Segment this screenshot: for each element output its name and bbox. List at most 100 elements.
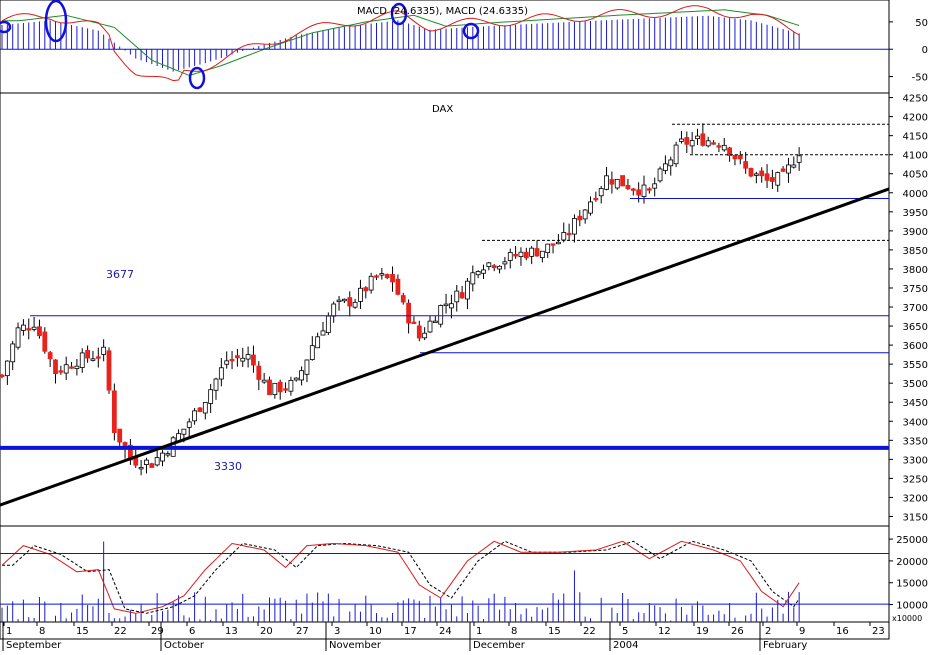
- x-month-label: November: [329, 640, 382, 651]
- candle-body: [534, 248, 540, 257]
- candle-body: [695, 135, 700, 140]
- price-ytick-label: 4250: [903, 94, 928, 105]
- macd-ytick-label: -50: [912, 73, 928, 84]
- candle-body: [465, 280, 470, 300]
- candle-body: [753, 173, 759, 176]
- candle-body: [673, 144, 679, 165]
- candle-body: [229, 358, 235, 362]
- candle-body: [577, 215, 583, 221]
- volume-ytick-label: 25000: [896, 535, 928, 546]
- candle-body: [711, 142, 716, 145]
- candle-body: [556, 241, 561, 245]
- candle-body: [192, 410, 198, 422]
- candle-body: [37, 326, 42, 337]
- candle-body: [454, 290, 460, 303]
- x-day-label: 8: [39, 626, 45, 637]
- candle-body: [320, 330, 326, 336]
- annotation-3330: 3330: [214, 460, 242, 473]
- x-day-label: 15: [76, 626, 89, 637]
- candle-body: [732, 155, 738, 160]
- candle-body: [341, 298, 347, 302]
- candle-body: [186, 421, 192, 428]
- candle-body: [646, 188, 652, 191]
- macd-ytick-label: 50: [915, 18, 928, 29]
- candle-body: [475, 271, 481, 276]
- candle-body: [293, 377, 299, 381]
- candle-body: [759, 170, 765, 177]
- candle-body: [0, 374, 5, 378]
- x-day-label: 26: [731, 626, 744, 637]
- candle-body: [149, 463, 155, 468]
- candle-body: [502, 261, 508, 265]
- price-ytick-label: 3450: [903, 398, 928, 409]
- candle-body: [106, 350, 112, 391]
- candle-body: [727, 147, 732, 156]
- volume-ytick-label: 15000: [896, 579, 928, 590]
- candle-body: [657, 168, 663, 182]
- candle-body: [545, 243, 551, 253]
- candle-body: [374, 275, 379, 278]
- candle-body: [770, 177, 775, 182]
- candle-body: [663, 163, 668, 171]
- candle-body: [58, 370, 64, 373]
- candle-body: [796, 155, 802, 163]
- candle-body: [63, 364, 69, 374]
- trend-line: [0, 187, 890, 507]
- price-ytick-label: 3900: [903, 227, 928, 238]
- price-ytick-label: 3200: [903, 493, 928, 504]
- candle-body: [197, 407, 203, 412]
- candle-body: [427, 320, 433, 333]
- candle-body: [598, 188, 604, 197]
- candle-body: [513, 253, 518, 257]
- price-ytick-label: 3950: [903, 208, 928, 219]
- candle-body: [700, 133, 706, 146]
- candle-body: [165, 453, 171, 456]
- candle-body: [743, 161, 749, 169]
- volume-ytick-label: 20000: [896, 557, 928, 568]
- candle-body: [448, 303, 454, 309]
- candle-body: [604, 175, 609, 190]
- price-ytick-label: 3500: [903, 379, 928, 390]
- candle-body: [101, 346, 107, 355]
- candle-body: [20, 324, 26, 331]
- candle-body: [202, 402, 208, 414]
- candle-body: [267, 379, 272, 396]
- macd-circle-marker: [44, 0, 68, 43]
- candle-body: [636, 189, 642, 196]
- x-day-label: 22: [583, 626, 596, 637]
- stochastic-d-line: [2, 540, 800, 614]
- x-day-label: 15: [548, 626, 561, 637]
- candle-body: [154, 457, 160, 466]
- candle-body: [304, 359, 310, 375]
- candle-body: [251, 354, 256, 366]
- price-ytick-label: 3550: [903, 360, 928, 371]
- candle-body: [459, 292, 465, 299]
- price-ytick-label: 4050: [903, 170, 928, 181]
- x-day-label: 5: [622, 626, 628, 637]
- price-ytick-label: 3250: [903, 474, 928, 485]
- candle-body: [684, 137, 690, 145]
- candle-body: [566, 232, 572, 236]
- x-day-label: 16: [836, 626, 849, 637]
- candle-body: [780, 168, 786, 172]
- candle-body: [138, 467, 144, 470]
- candle-body: [737, 154, 743, 160]
- candle-body: [47, 352, 53, 360]
- macd-ytick-label: 0: [922, 45, 928, 56]
- candle-body: [117, 428, 123, 443]
- candle-body: [721, 144, 727, 151]
- price-ytick-label: 3750: [903, 284, 928, 295]
- candle-body: [406, 302, 412, 324]
- candle-body: [347, 297, 353, 307]
- macd-signal-line: [2, 9, 800, 77]
- candle-body: [277, 381, 283, 393]
- x-day-label: 29: [151, 626, 164, 637]
- candle-body: [208, 389, 214, 404]
- candle-body: [486, 262, 492, 267]
- candle-body: [620, 175, 625, 187]
- candle-body: [218, 367, 224, 380]
- candle-body: [497, 265, 502, 270]
- candle-body: [614, 178, 620, 189]
